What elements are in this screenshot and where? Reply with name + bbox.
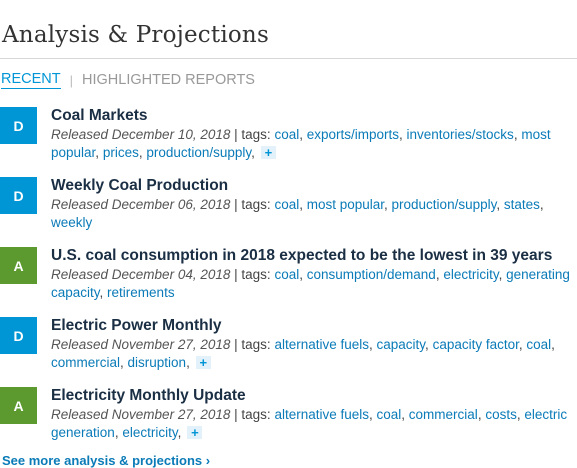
report-title-link[interactable]: Coal Markets xyxy=(51,107,148,124)
report-meta: Released November 27, 2018 | tags: alter… xyxy=(51,337,555,370)
tags-label: | tags: xyxy=(234,127,271,142)
tag-link[interactable]: prices xyxy=(102,144,139,160)
report-type-badge: D xyxy=(0,107,37,144)
tags-label: | tags: xyxy=(234,407,271,422)
release-date: Released December 04, 2018 xyxy=(51,267,231,282)
release-date: Released November 27, 2018 xyxy=(51,407,231,422)
report-meta: Released December 10, 2018 | tags: coal,… xyxy=(51,127,551,160)
tag-link[interactable]: coal xyxy=(376,407,402,422)
tag-link[interactable]: electricity xyxy=(122,424,178,440)
tag-link[interactable]: most popular xyxy=(51,127,551,160)
tag-link[interactable]: alternative fuels xyxy=(274,337,369,352)
title-divider xyxy=(0,58,577,59)
tags-label: | tags: xyxy=(234,267,271,282)
tag-link[interactable]: alternative fuels xyxy=(274,407,369,422)
tag-link[interactable]: costs xyxy=(485,407,517,422)
tag-link[interactable]: exports/imports xyxy=(306,127,399,142)
report-title-link[interactable]: Electric Power Monthly xyxy=(51,317,222,334)
tag-link[interactable]: inventories/stocks xyxy=(406,127,514,142)
tag-link[interactable]: commercial xyxy=(51,354,121,370)
tag-link[interactable]: production/supply xyxy=(391,197,497,212)
report-type-badge: D xyxy=(0,177,37,214)
tag-link[interactable]: coal xyxy=(274,267,300,282)
see-more-link[interactable]: See more analysis & projections › xyxy=(2,453,211,468)
tag-link[interactable]: electricity xyxy=(443,267,499,282)
tag-link[interactable]: production/supply xyxy=(146,144,252,160)
tag-link[interactable]: electric generation xyxy=(51,407,568,440)
tag-link[interactable]: capacity xyxy=(376,337,426,352)
tag-link[interactable]: capacity factor xyxy=(432,337,519,352)
tags-label: | tags: xyxy=(234,197,271,212)
section-title: Analysis & Projections xyxy=(2,22,269,48)
tag-link[interactable]: most popular xyxy=(306,197,385,212)
tab-separator: | xyxy=(69,72,74,88)
tag-link[interactable]: weekly xyxy=(51,214,93,230)
report-type-badge: A xyxy=(0,247,37,284)
tabs-bar: RECENT | HIGHLIGHTED REPORTS xyxy=(1,71,255,89)
release-date: Released December 10, 2018 xyxy=(51,127,231,142)
more-tags-button[interactable]: + xyxy=(260,145,276,159)
report-type-badge: A xyxy=(0,387,37,424)
tag-link[interactable]: coal xyxy=(274,127,300,142)
release-date: Released November 27, 2018 xyxy=(51,337,231,352)
release-date: Released December 06, 2018 xyxy=(51,197,231,212)
report-meta: Released December 06, 2018 | tags: coal,… xyxy=(51,197,544,230)
report-title-link[interactable]: Weekly Coal Production xyxy=(51,177,229,194)
tag-link[interactable]: retirements xyxy=(107,284,175,300)
tag-link[interactable]: coal xyxy=(526,337,552,352)
more-tags-button[interactable]: + xyxy=(187,425,203,439)
report-title-link[interactable]: U.S. coal consumption in 2018 expected t… xyxy=(51,247,553,264)
tag-link[interactable]: consumption/demand xyxy=(306,267,436,282)
tab-recent[interactable]: RECENT xyxy=(1,71,61,89)
more-tags-button[interactable]: + xyxy=(195,355,211,369)
report-type-badge: D xyxy=(0,317,37,354)
report-title-link[interactable]: Electricity Monthly Update xyxy=(51,387,246,404)
report-meta: Released December 04, 2018 | tags: coal,… xyxy=(51,267,570,300)
tag-link[interactable]: states xyxy=(503,197,540,212)
tab-highlighted-reports[interactable]: HIGHLIGHTED REPORTS xyxy=(82,72,255,88)
tag-link[interactable]: generating capacity xyxy=(51,267,570,300)
tag-link[interactable]: disruption xyxy=(127,354,187,370)
tags-label: | tags: xyxy=(234,337,271,352)
tag-link[interactable]: commercial xyxy=(408,407,478,422)
report-meta: Released November 27, 2018 | tags: alter… xyxy=(51,407,568,440)
tag-link[interactable]: coal xyxy=(274,197,300,212)
